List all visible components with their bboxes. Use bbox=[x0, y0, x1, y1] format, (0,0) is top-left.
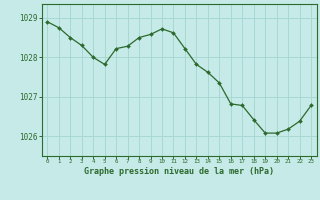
X-axis label: Graphe pression niveau de la mer (hPa): Graphe pression niveau de la mer (hPa) bbox=[84, 167, 274, 176]
